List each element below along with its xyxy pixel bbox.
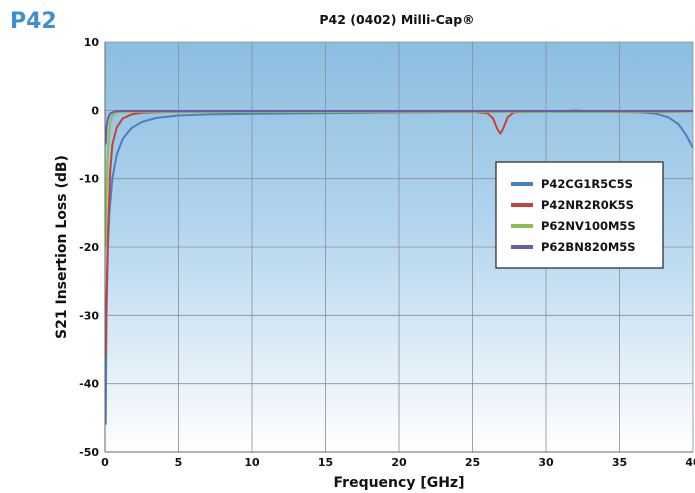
x-tick-label: 5 <box>175 456 183 469</box>
x-tick-label: 0 <box>101 456 109 469</box>
y-axis-title: S21 Insertion Loss (dB) <box>54 155 70 339</box>
series-line-p62bn820m5s <box>105 110 693 145</box>
x-tick-label: 30 <box>538 456 554 469</box>
y-tick-label: 0 <box>91 104 99 117</box>
page-label: P42 <box>10 9 57 34</box>
series-lines <box>105 109 693 425</box>
y-tick-label: -10 <box>79 173 99 186</box>
x-tick-label: 20 <box>391 456 407 469</box>
legend-box <box>495 161 664 269</box>
legend-label: P42NR2R0K5S <box>541 198 634 212</box>
legend: P42CG1R5C5S P42NR2R0K5S P62NV100M5S P62BN82… <box>495 161 664 269</box>
y-tick-label: 10 <box>84 36 100 49</box>
x-tick-label: 35 <box>612 456 627 469</box>
y-tick-label: -40 <box>79 378 99 391</box>
y-tick-label: -30 <box>79 309 99 322</box>
series-line-p42cg1r5c5s <box>105 110 693 425</box>
x-tick-label: 40 <box>685 456 695 469</box>
legend-label: P62NV100M5S <box>541 219 636 233</box>
legend-label: P42CG1R5C5S <box>541 177 633 191</box>
y-tick-label: -50 <box>79 446 99 459</box>
x-tick-label: 10 <box>244 456 260 469</box>
chart-title: P42 (0402) Milli-Cap® <box>319 12 474 27</box>
x-tick-label: 25 <box>465 456 480 469</box>
legend-label: P62BN820M5S <box>541 240 636 254</box>
x-tick-label: 15 <box>318 456 333 469</box>
x-axis-title: Frequency [GHz] <box>334 475 465 491</box>
y-tick-label: -20 <box>79 241 99 254</box>
tick-labels: 0 5 10 15 20 25 30 35 40 10 0 -10 -20 -30 -40 -50 <box>79 36 695 469</box>
